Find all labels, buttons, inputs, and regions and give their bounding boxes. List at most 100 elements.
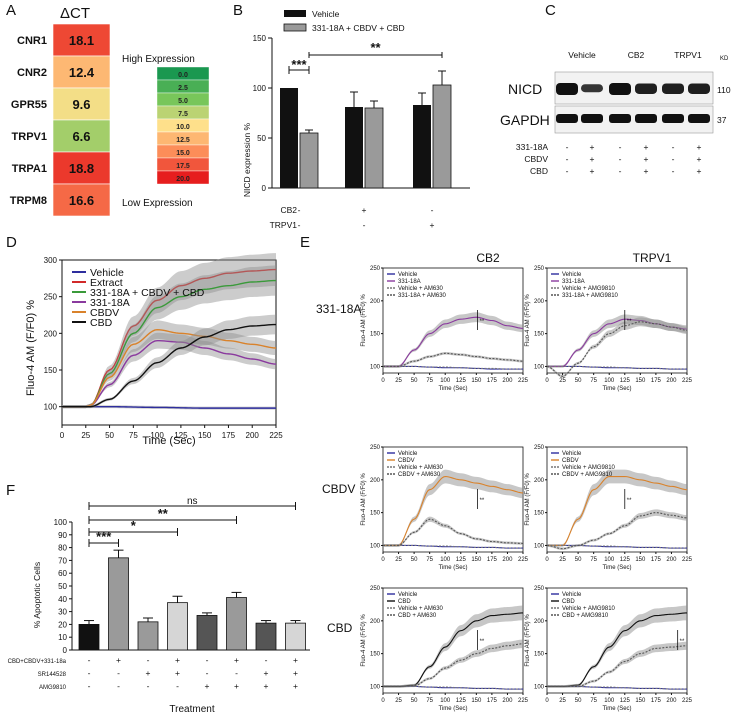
e-x-tick-label: 75	[590, 378, 597, 384]
b-row-label-trpv1: TRPV1	[270, 220, 298, 230]
f-xlabel: Treatment	[169, 704, 214, 715]
f-sign: -	[147, 655, 150, 665]
heat-value: 12.4	[69, 65, 95, 80]
e-x-tick-label: 200	[502, 557, 513, 563]
e-x-tick-label: 125	[456, 698, 467, 704]
d-legend-label: Vehicle	[90, 267, 124, 279]
e-y-tick-label: 250	[370, 445, 381, 451]
d-x-tick-label: 225	[269, 431, 283, 440]
c-sign: +	[644, 142, 649, 152]
e-plot-frame	[382, 446, 524, 553]
d-series-line	[62, 339, 277, 408]
d-x-tick-label: 125	[174, 431, 188, 440]
gapdh-band	[556, 114, 578, 123]
f-y-tick-label: 0	[63, 646, 68, 655]
panel-letter-b: B	[233, 2, 243, 19]
legend-treated-label: 331-18A + CBDV + CBD	[312, 23, 405, 33]
e-x-tick-label: 200	[666, 378, 677, 384]
nicd-band	[662, 83, 684, 94]
e-error-band	[383, 312, 523, 368]
e-y-tick-label: 250	[370, 586, 381, 592]
e-x-tick-label: 50	[411, 378, 418, 384]
b-sign: -	[298, 205, 301, 215]
f-bar	[167, 602, 188, 651]
e-y-tick-label: 200	[370, 299, 381, 305]
f-bar	[196, 615, 218, 651]
line-chart-d: 0 25 50 75 100 125 150 175 200 225 100 150 200 250 300	[44, 253, 283, 440]
e-x-tick-label: 25	[559, 698, 566, 704]
f-sig-label: *	[131, 518, 137, 533]
f-sign: +	[234, 681, 239, 691]
e-x-tick-label: 175	[487, 378, 498, 384]
e-legend-label: Vehicle	[562, 451, 582, 457]
gapdh-band	[581, 114, 603, 123]
e-x-tick-label: 50	[575, 557, 582, 563]
heat-value: 18.1	[69, 33, 94, 48]
e-xlabel: Time (Sec)	[602, 565, 631, 571]
e-legend-label: Vehicle	[562, 272, 582, 278]
e-sig-label: **	[680, 639, 685, 645]
d-x-tick-label: 25	[81, 431, 90, 440]
e-x-tick-label: 125	[620, 378, 631, 384]
e-x-tick-label: 0	[545, 557, 549, 563]
f-sign: +	[264, 681, 269, 691]
f-sign: +	[205, 681, 210, 691]
f-bar	[137, 621, 159, 651]
d-series-line	[62, 328, 277, 408]
e-series-line	[547, 645, 688, 687]
e-error-band	[547, 314, 687, 368]
d-legend-label: Extract	[90, 277, 123, 289]
bar-chart-f: 0 10 20 30 40 50 60 70 80 90 100 - + - + - + - + - - + + - - + + - -…	[54, 496, 310, 691]
e-plot-frame	[382, 267, 524, 374]
d-legend-label: 331-18A	[90, 297, 130, 309]
e-series-line	[383, 316, 524, 367]
f-sign: +	[264, 668, 269, 678]
e-error-band	[547, 469, 687, 547]
e-xlabel: Time (Sec)	[438, 565, 467, 571]
b-row-label-cb2: CB2	[280, 205, 297, 215]
b-bar-treated	[432, 84, 452, 189]
e-x-tick-label: 200	[666, 557, 677, 563]
e-xlabel: Time (Sec)	[602, 386, 631, 392]
e-x-tick-label: 200	[502, 698, 513, 704]
e-error-band	[383, 639, 523, 688]
nicd-band	[609, 83, 631, 95]
f-sign: -	[235, 668, 238, 678]
f-bar	[255, 622, 277, 651]
e-x-tick-label: 0	[545, 378, 549, 384]
d-y-tick-label: 150	[44, 366, 58, 375]
e-series-line	[383, 685, 523, 690]
d-series-line	[62, 405, 276, 409]
e-y-tick-label: 150	[534, 652, 545, 658]
e-subplot: 0 25 50 75 100 125 150 175 200 225 100 150 200 250 Tim…	[525, 586, 693, 712]
e-x-tick-label: 175	[651, 557, 662, 563]
heat-value: 16.6	[69, 193, 94, 208]
c-sign: +	[697, 142, 702, 152]
c-sign: +	[590, 142, 595, 152]
f-sign: +	[234, 655, 239, 665]
heat-cell	[52, 23, 111, 57]
e-x-tick-label: 25	[559, 378, 566, 384]
d-y-tick-label: 250	[44, 293, 58, 302]
e-sig-label: **	[480, 639, 485, 645]
f-y-tick-label: 40	[58, 595, 67, 604]
e-x-tick-label: 50	[575, 378, 582, 384]
heat-cell	[52, 119, 111, 153]
b-bar-vehicle	[280, 88, 298, 188]
e-ylabel: Fluo-4 AM (F/F0) %	[525, 473, 531, 526]
c-group-cb2: CB2	[628, 50, 645, 60]
e-x-tick-label: 100	[604, 698, 615, 704]
e-legend-label: 331-18A	[562, 279, 585, 285]
e-x-tick-label: 100	[440, 378, 451, 384]
e-series-line	[547, 365, 687, 370]
d-plot-frame	[61, 259, 277, 426]
b-sign: -	[363, 220, 366, 230]
f-y-tick-label: 80	[58, 544, 67, 553]
e-x-tick-label: 150	[471, 698, 482, 704]
e-legend-label: CBD + AMG9810	[562, 613, 609, 619]
f-row-label-sr: SR144528	[38, 672, 67, 678]
e-series-line	[383, 544, 523, 549]
e-x-tick-label: 225	[518, 698, 529, 704]
heatmap-title: ΔCT	[60, 5, 90, 22]
scale-value: 10.0	[176, 124, 190, 131]
